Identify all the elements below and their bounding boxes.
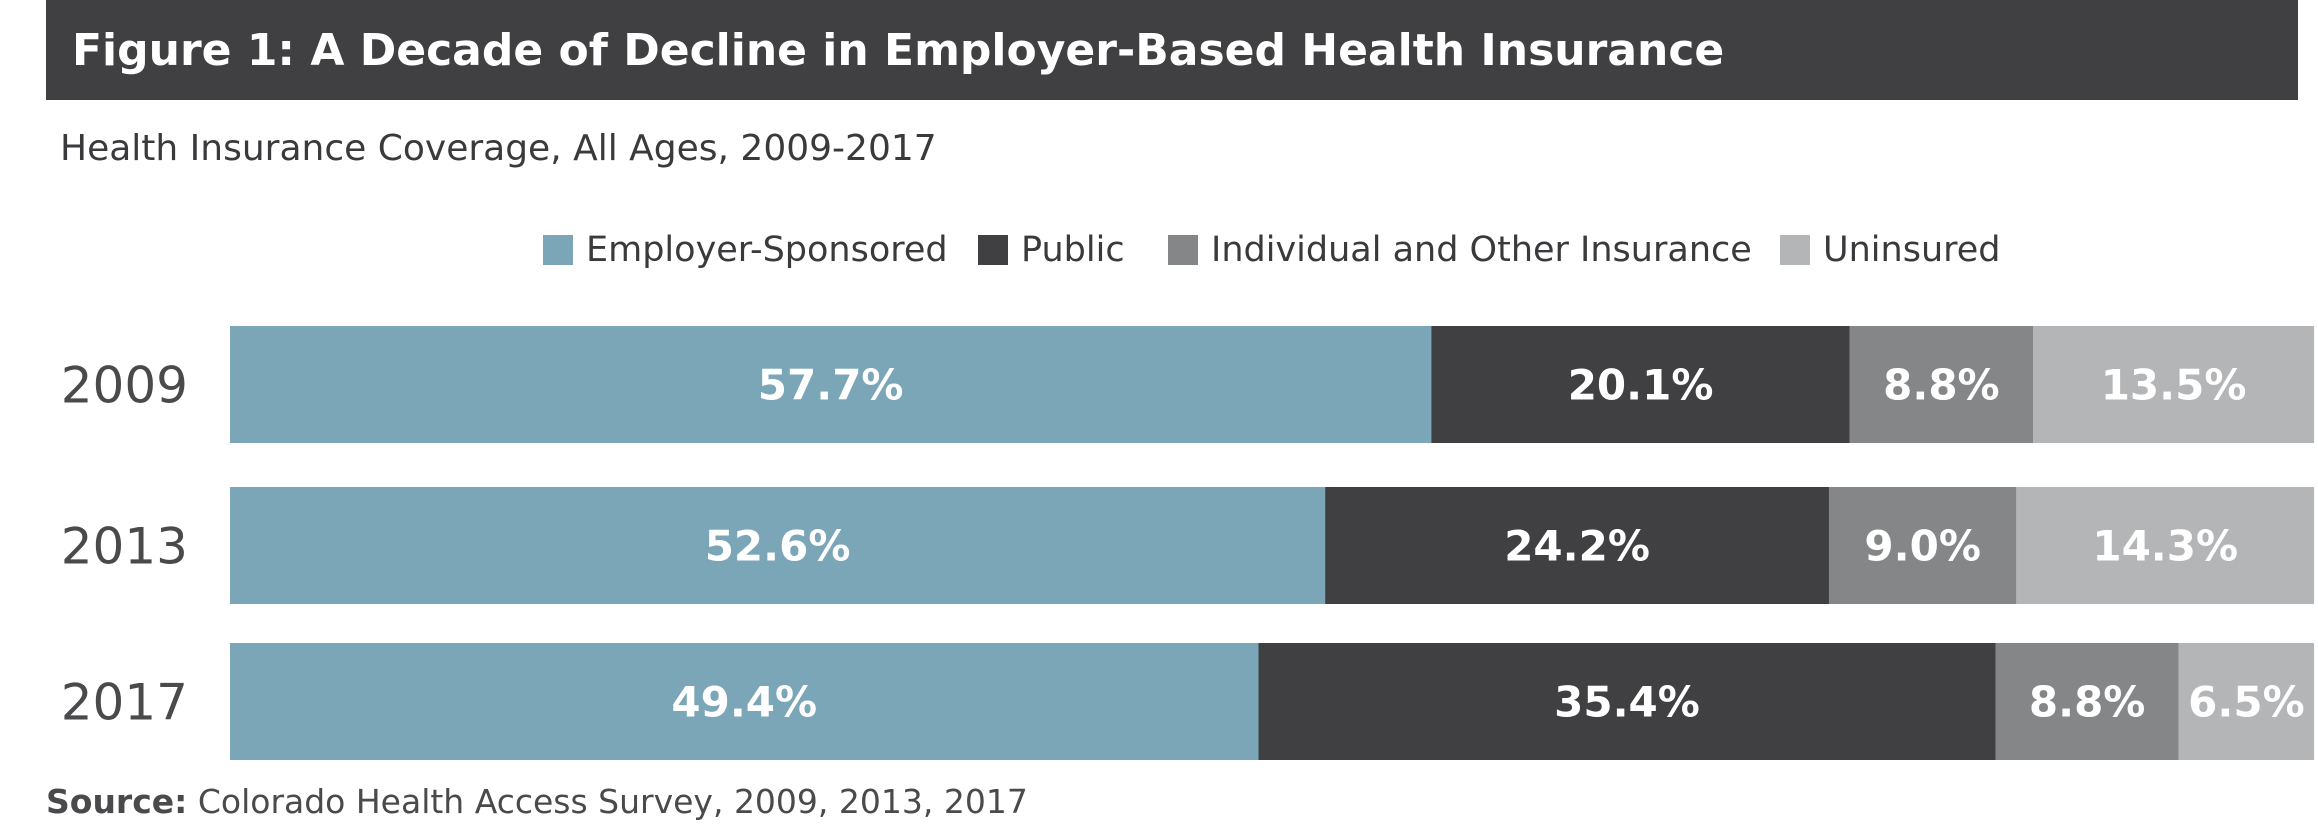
- source-label: Source:: [46, 782, 188, 821]
- legend-item-employer-sponsored: Employer-Sponsored: [543, 225, 948, 275]
- bar-segment-2009-employer-sponsored: [230, 326, 1432, 443]
- data-label-2017-uninsured: 6.5%: [2188, 678, 2304, 727]
- bar-segment-2013-individual-and-other-insurance: [1828, 487, 2017, 604]
- bar-segment-2009-individual-and-other-insurance: [1849, 326, 2034, 443]
- bar-segment-2017-individual-and-other-insurance: [1995, 643, 2179, 760]
- data-label-2009-individual-and-other-insurance: 8.8%: [1883, 361, 1999, 410]
- legend-swatch-employer-sponsored: [543, 235, 573, 265]
- legend-label-individual-other: Individual and Other Insurance: [1211, 230, 1752, 270]
- data-label-2017-individual-and-other-insurance: 8.8%: [2029, 678, 2145, 727]
- data-label-2013-employer-sponsored: 52.6%: [705, 522, 851, 571]
- figure-title: Figure 1: A Decade of Decline in Employe…: [72, 24, 1725, 76]
- legend-label-employer-sponsored: Employer-Sponsored: [586, 230, 948, 270]
- data-label-2017-public: 35.4%: [1554, 678, 1700, 727]
- data-label-2013-public: 24.2%: [1504, 522, 1650, 571]
- source-text: Colorado Health Access Survey, 2009, 201…: [187, 782, 1028, 821]
- legend-swatch-uninsured: [1780, 235, 1810, 265]
- legend-item-uninsured: Uninsured: [1780, 225, 2001, 275]
- legend-label-public: Public: [1021, 230, 1125, 270]
- chart-legend: Employer-Sponsored Public Individual and…: [0, 225, 2318, 275]
- bar-segment-2017-employer-sponsored: [230, 643, 1259, 760]
- figure-header: Figure 1: A Decade of Decline in Employe…: [46, 0, 2298, 100]
- category-label-2009: 2009: [61, 357, 188, 415]
- source-note: Source: Colorado Health Access Survey, 2…: [46, 782, 1028, 821]
- bar-segment-2017-uninsured: [2178, 643, 2315, 760]
- legend-swatch-individual-other: [1168, 235, 1198, 265]
- data-label-2013-individual-and-other-insurance: 9.0%: [1864, 522, 1980, 571]
- bar-segment-2013-employer-sponsored: [230, 487, 1326, 604]
- data-label-2013-uninsured: 14.3%: [2092, 522, 2238, 571]
- bar-segment-2013-uninsured: [2016, 487, 2315, 604]
- data-label-2009-public: 20.1%: [1568, 361, 1714, 410]
- category-label-2013: 2013: [61, 518, 188, 576]
- bar-segment-2009-uninsured: [2033, 326, 2315, 443]
- legend-item-individual-other: Individual and Other Insurance: [1168, 225, 1752, 275]
- chart-subtitle: Health Insurance Coverage, All Ages, 200…: [60, 128, 937, 169]
- category-label-2017: 2017: [61, 674, 188, 732]
- data-label-2009-employer-sponsored: 57.7%: [758, 361, 904, 410]
- data-label-2017-employer-sponsored: 49.4%: [671, 678, 817, 727]
- legend-label-uninsured: Uninsured: [1823, 230, 2001, 270]
- bar-segment-2013-public: [1325, 487, 1829, 604]
- legend-item-public: Public: [978, 225, 1125, 275]
- bar-segment-2017-public: [1258, 643, 1996, 760]
- legend-swatch-public: [978, 235, 1008, 265]
- bar-segment-2009-public: [1431, 326, 1850, 443]
- data-label-2009-uninsured: 13.5%: [2101, 361, 2247, 410]
